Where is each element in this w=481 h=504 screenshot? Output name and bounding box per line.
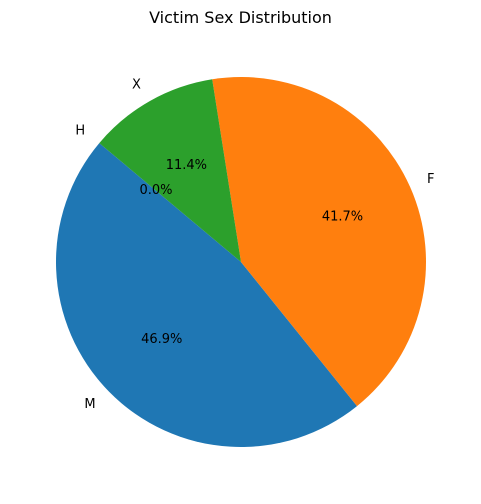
- pie-labels: M 46.9% F 41.7% X 11.4% H 0.0%: [75, 77, 434, 412]
- percent-label-f: 41.7%: [322, 210, 363, 225]
- category-label-x: X: [132, 77, 141, 92]
- chart-title: Victim Sex Distribution: [149, 8, 332, 27]
- category-label-f: F: [427, 172, 434, 187]
- pie-slice-x: [99, 79, 242, 262]
- pie-slice-f: [212, 76, 427, 407]
- category-label-h: H: [75, 124, 85, 139]
- percent-label-m: 46.9%: [141, 332, 182, 347]
- percent-label-x: 11.4%: [166, 158, 207, 173]
- percent-label-h: 0.0%: [139, 183, 172, 198]
- category-label-m: M: [84, 397, 95, 412]
- pie-slice-m: [55, 143, 358, 448]
- pie-slices: [55, 76, 427, 448]
